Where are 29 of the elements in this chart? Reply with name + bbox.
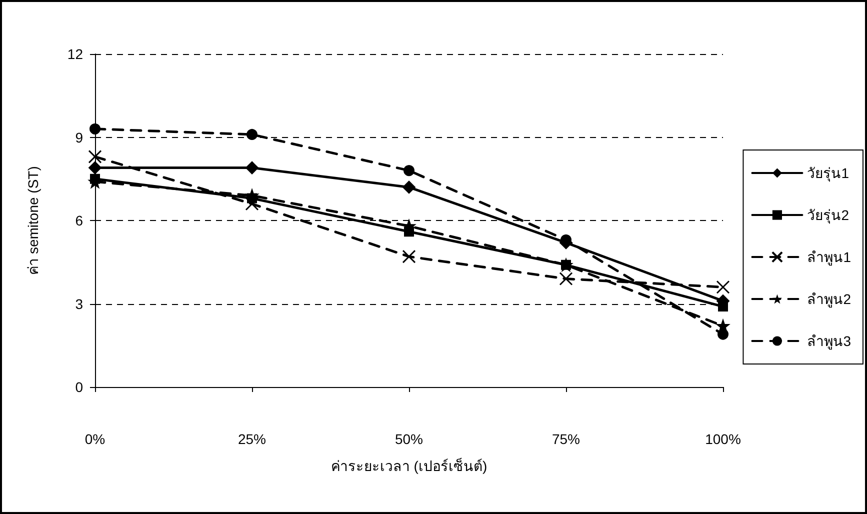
y-tick-label: 3 (75, 296, 84, 312)
x-tick-label: 25% (238, 431, 266, 447)
point (246, 128, 258, 140)
point (559, 272, 573, 286)
point (88, 161, 102, 174)
point (246, 161, 258, 174)
legend-label: วัยรุ่น1 (807, 165, 850, 182)
x-tick-label: 50% (394, 431, 424, 447)
x-tick-label: 100% (705, 431, 741, 447)
point (404, 165, 414, 176)
y-tick-label: 0 (75, 379, 84, 395)
y-tick-label: 6 (75, 212, 84, 228)
legend-label: ลำพูน3 (807, 333, 852, 350)
legend-label: ลำพูน2 (807, 291, 852, 308)
legend-label: วัยรุ่น2 (807, 207, 850, 224)
x-axis-title: ค่าระยะเวลา (เปอร์เซ็นต์) (330, 457, 488, 474)
point (718, 328, 728, 340)
point (402, 180, 416, 194)
x-tick-label: 75% (552, 431, 580, 447)
legend-label: ลำพูน1 (807, 249, 852, 266)
x-tick-label: 0% (84, 431, 106, 447)
point (88, 150, 102, 164)
point (402, 250, 416, 264)
point (718, 302, 728, 312)
point (90, 123, 100, 134)
y-tick-label: 12 (67, 46, 84, 62)
y-axis-title: ค่า semitone (ST) (25, 166, 41, 275)
y-tick-label: 9 (75, 129, 84, 146)
point (716, 280, 730, 294)
